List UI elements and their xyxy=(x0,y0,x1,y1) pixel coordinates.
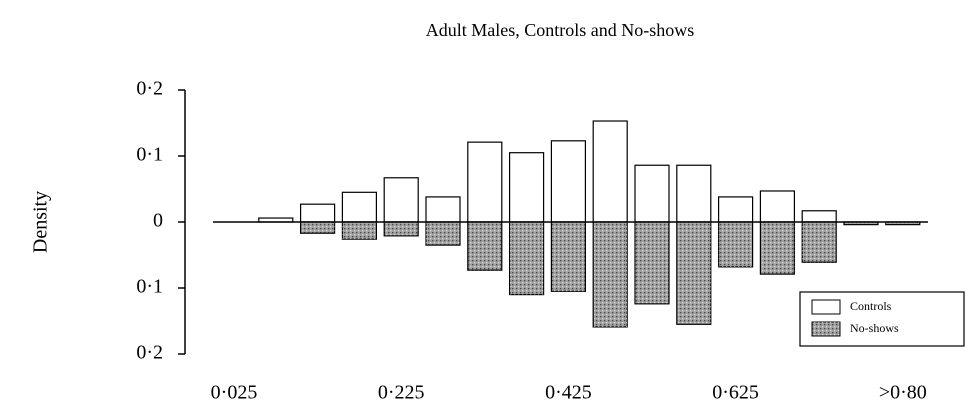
bar-texture xyxy=(467,222,502,271)
y-tick-label: 0·2 xyxy=(136,78,163,100)
bar-texture xyxy=(342,222,377,240)
bar-texture xyxy=(635,222,669,304)
bar xyxy=(467,141,503,223)
bar xyxy=(341,191,377,223)
legend-swatch-texture xyxy=(812,322,840,336)
bar xyxy=(634,164,670,223)
bar xyxy=(509,152,545,223)
x-tick-label: 0·225 xyxy=(378,382,425,404)
y-tick-label: 0·1 xyxy=(136,144,163,166)
y-tick-label: 0·1 xyxy=(136,276,163,298)
bar xyxy=(300,203,336,223)
bar xyxy=(676,164,712,223)
x-tick-label: 0·025 xyxy=(211,382,258,404)
x-tick-label: 0·625 xyxy=(712,382,759,404)
bar-texture xyxy=(551,222,586,292)
y-axis-label: Density xyxy=(30,191,52,253)
bar-texture xyxy=(384,222,419,236)
bar-texture xyxy=(718,222,753,267)
x-tick-label: >0·80 xyxy=(879,382,927,404)
bar-texture xyxy=(509,222,544,295)
y-tick-label: 0 xyxy=(153,210,163,232)
legend-label: Controls xyxy=(850,299,892,313)
y-tick-label: 0·2 xyxy=(136,342,163,364)
legend-label: No-shows xyxy=(850,321,899,335)
bar xyxy=(717,196,754,223)
bar-texture xyxy=(593,222,628,327)
bar xyxy=(759,190,796,223)
x-tick-label: 0·425 xyxy=(545,382,592,404)
bar-texture xyxy=(885,222,920,225)
bar-texture xyxy=(426,222,460,246)
bar xyxy=(801,210,837,223)
bar-texture xyxy=(676,222,711,325)
bar-texture xyxy=(760,222,795,275)
bar xyxy=(592,120,628,223)
chart-title: Adult Males, Controls and No-shows xyxy=(426,20,695,40)
bar xyxy=(383,177,419,223)
bar xyxy=(550,140,587,223)
bar-texture xyxy=(300,222,335,234)
legend-swatch xyxy=(811,299,841,315)
bar xyxy=(425,196,461,223)
bar-texture xyxy=(844,222,878,225)
bar-texture xyxy=(802,222,837,263)
